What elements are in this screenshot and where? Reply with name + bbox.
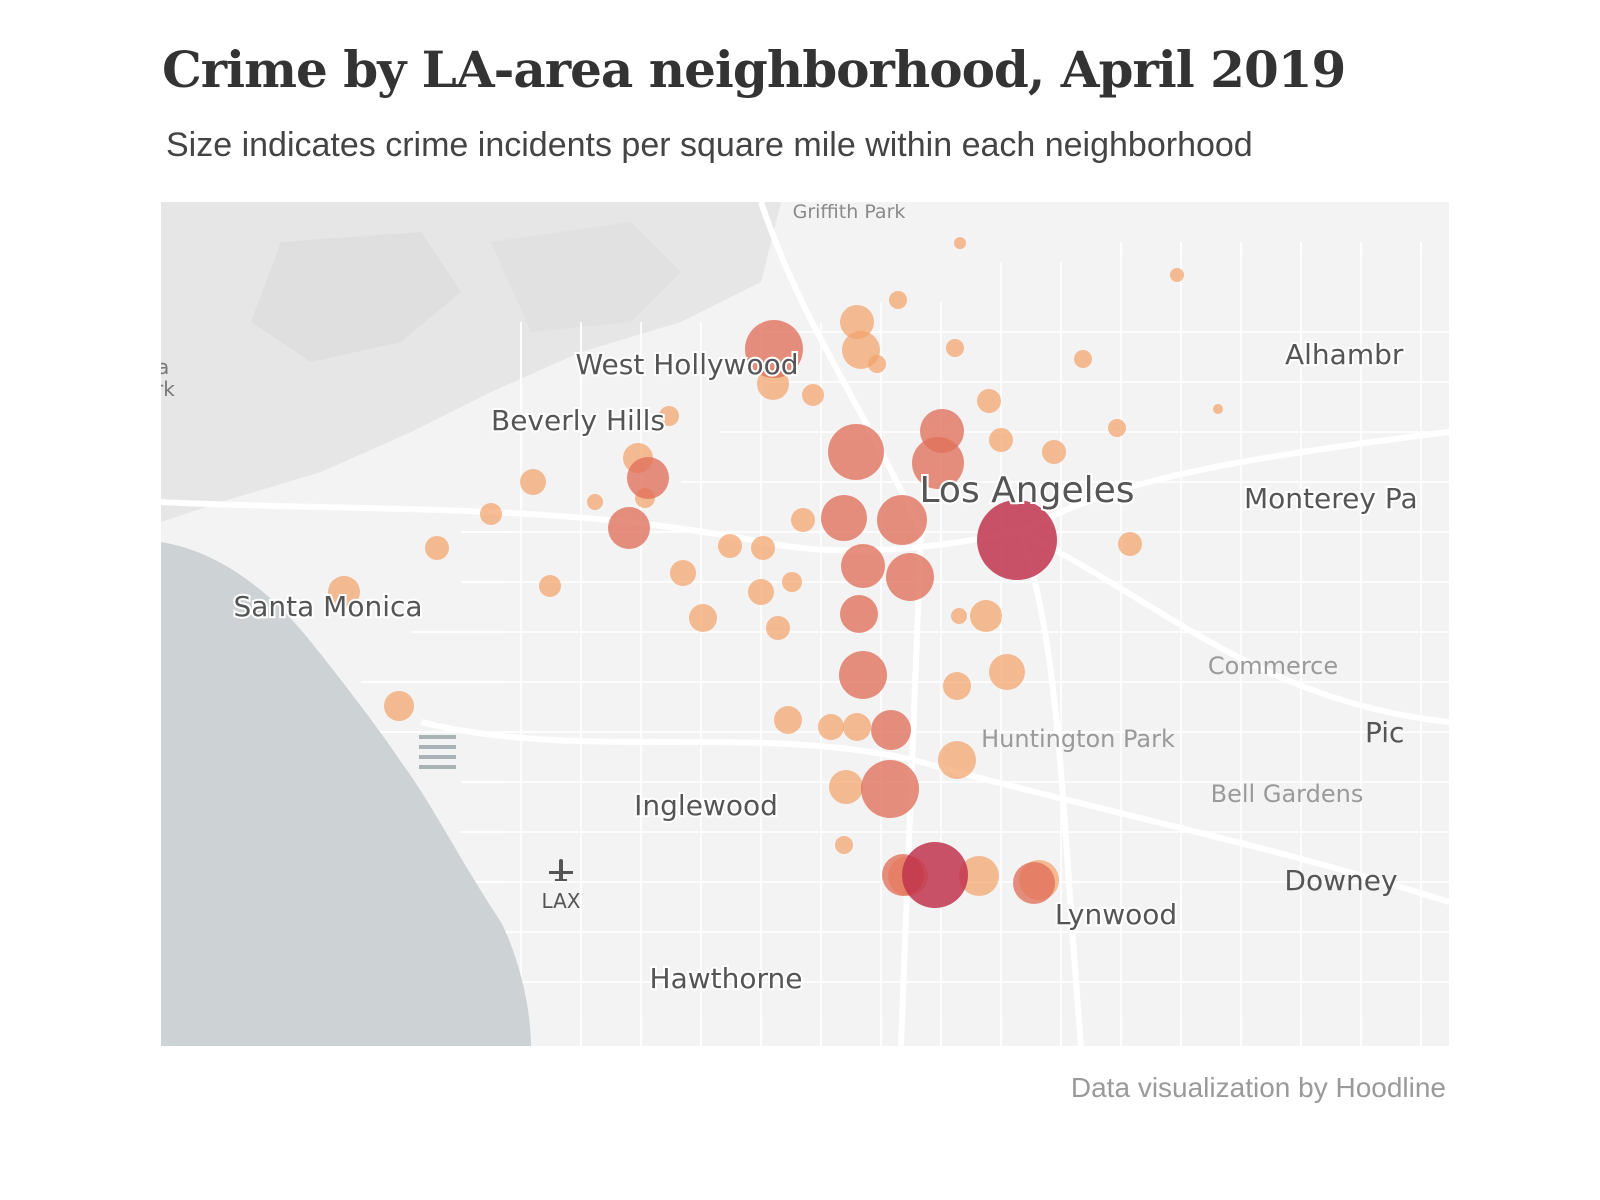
crime-marker xyxy=(877,495,927,545)
label-los-angeles: Los Angeles xyxy=(920,470,1135,511)
crime-marker xyxy=(384,691,414,721)
label-monterey-park: Monterey Pa xyxy=(1244,482,1418,515)
crime-marker xyxy=(912,437,964,489)
crime-marker xyxy=(818,714,844,740)
crime-marker xyxy=(1013,862,1055,904)
crime-marker xyxy=(951,608,967,624)
crime-marker xyxy=(587,494,603,510)
crime-marker xyxy=(821,495,867,541)
label-edge-a: a xyxy=(161,355,169,379)
label-huntington-park: Huntington Park xyxy=(981,725,1175,753)
label-beverly-hills: Beverly Hills xyxy=(491,404,665,437)
crime-marker xyxy=(1042,440,1066,464)
crime-marker xyxy=(328,576,360,608)
crime-marker xyxy=(539,575,561,597)
crime-marker xyxy=(954,237,966,249)
crime-marker xyxy=(902,842,968,908)
crime-marker xyxy=(839,651,887,699)
crime-marker xyxy=(946,339,964,357)
crime-marker xyxy=(1213,404,1223,414)
label-west-hollywood: West Hollywood xyxy=(576,348,799,381)
crime-marker xyxy=(1108,419,1126,437)
crime-marker xyxy=(889,291,907,309)
crime-marker xyxy=(1118,532,1142,556)
crime-marker xyxy=(480,503,502,525)
label-pico: Pic xyxy=(1365,716,1404,749)
crime-marker xyxy=(627,457,669,499)
label-bell-gardens: Bell Gardens xyxy=(1211,780,1364,808)
label-edge-rk: rk xyxy=(161,377,175,401)
map-labels: Griffith Park West Hollywood Beverly Hil… xyxy=(161,202,1420,997)
crime-marker xyxy=(835,836,853,854)
hills-shading-3 xyxy=(491,222,681,332)
crime-marker xyxy=(868,355,886,373)
crime-marker xyxy=(659,406,679,426)
label-commerce: Commerce xyxy=(1208,652,1338,680)
crime-marker xyxy=(1074,350,1092,368)
map-title: Crime by LA-area neighborhood, April 201… xyxy=(162,40,1346,99)
crime-marker xyxy=(718,534,742,558)
credit-line: Data visualization by Hoodline xyxy=(1070,1072,1446,1103)
crime-marker xyxy=(745,320,803,378)
label-lynwood: Lynwood xyxy=(1055,898,1177,931)
crime-map[interactable]: Griffith Park West Hollywood Beverly Hil… xyxy=(161,202,1449,1046)
crime-marker xyxy=(670,560,696,586)
crime-marker xyxy=(989,428,1013,452)
crime-markers-high xyxy=(902,500,1057,908)
crime-marker xyxy=(959,856,999,896)
airplane-icon xyxy=(549,859,573,881)
crime-marker xyxy=(829,770,863,804)
crime-marker xyxy=(689,604,717,632)
crime-marker xyxy=(886,553,934,601)
crime-marker xyxy=(970,600,1002,632)
label-downey: Downey xyxy=(1284,864,1397,897)
crime-marker xyxy=(943,672,971,700)
crime-marker xyxy=(608,507,650,549)
crime-marker xyxy=(748,579,774,605)
crime-marker xyxy=(782,572,802,592)
crime-marker xyxy=(766,616,790,640)
crime-marker xyxy=(843,713,871,741)
crime-marker xyxy=(989,654,1025,690)
crime-marker xyxy=(840,305,874,339)
hills-shading-2 xyxy=(251,232,461,362)
map-subtitle: Size indicates crime incidents per squar… xyxy=(166,126,1253,164)
label-inglewood: Inglewood xyxy=(634,789,778,822)
crime-marker xyxy=(977,389,1001,413)
crime-marker xyxy=(938,741,976,779)
marina xyxy=(419,735,456,769)
crime-marker xyxy=(751,536,775,560)
crime-marker xyxy=(871,710,911,750)
label-santa-monica: Santa Monica xyxy=(233,590,422,623)
crime-marker xyxy=(841,544,885,588)
crime-marker xyxy=(828,424,884,480)
label-hawthorne: Hawthorne xyxy=(650,962,803,995)
crime-marker xyxy=(861,760,919,818)
label-lax: LAX xyxy=(542,889,581,913)
label-alhambra: Alhambr xyxy=(1285,338,1404,371)
crime-marker xyxy=(840,595,878,633)
crime-marker xyxy=(1170,268,1184,282)
crime-marker xyxy=(802,384,824,406)
crime-marker xyxy=(977,500,1057,580)
crime-marker xyxy=(791,508,815,532)
label-griffith-park: Griffith Park xyxy=(793,202,906,223)
crime-marker xyxy=(774,706,802,734)
ocean xyxy=(161,542,531,1046)
crime-marker xyxy=(520,469,546,495)
crime-marker xyxy=(425,536,449,560)
